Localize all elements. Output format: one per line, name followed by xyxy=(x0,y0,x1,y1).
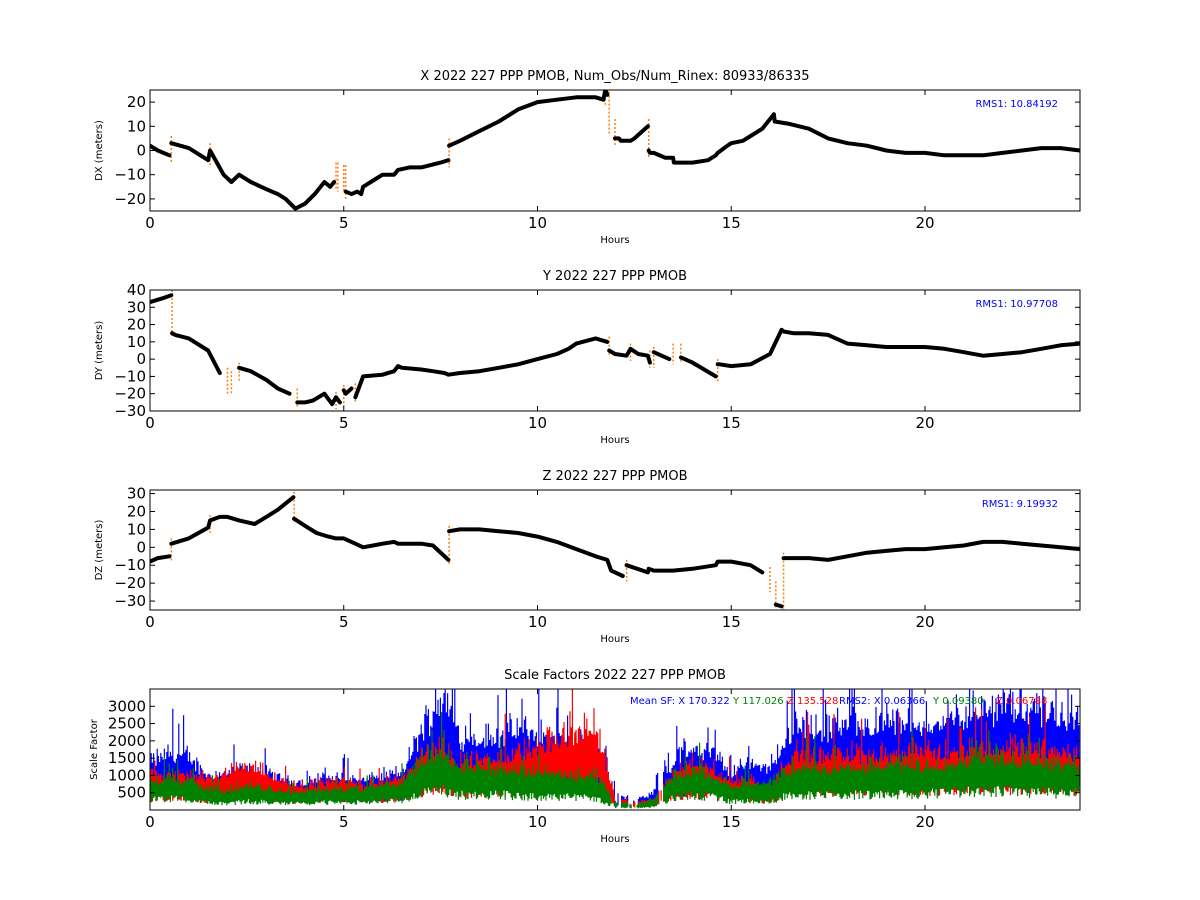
y-tick-label: 3000 xyxy=(108,697,146,715)
x-tick-label: 0 xyxy=(145,813,155,831)
x-tick-label: 20 xyxy=(915,613,934,631)
y-tick-label: 30 xyxy=(127,298,146,316)
y-tick-label: −30 xyxy=(114,592,146,610)
y-tick-label: 500 xyxy=(117,784,146,802)
series-y-points xyxy=(150,712,1080,809)
x-tick-label: 10 xyxy=(528,414,547,432)
y-tick-label: −20 xyxy=(114,190,146,208)
subplots: X 2022 227 PPP PMOB, Num_Obs/Num_Rinex: … xyxy=(89,69,1081,845)
series-y-strokes xyxy=(150,712,1080,809)
x-tick-label: 10 xyxy=(528,613,547,631)
y-tick-label: −10 xyxy=(114,166,146,184)
y-axis-label: Scale Factor xyxy=(89,718,100,780)
y-tick-label: 1000 xyxy=(108,766,146,784)
rms-annotation: RMS1: 10.84192 xyxy=(975,99,1058,110)
rms-annotation: RMS1: 10.97708 xyxy=(975,299,1058,310)
rms-annotation: RMS1: 9.19932 xyxy=(982,499,1058,510)
x-axis-label: Hours xyxy=(600,435,629,446)
x-tick-label: 20 xyxy=(915,414,934,432)
rms2-z-label: Z 0.06788 xyxy=(996,696,1047,707)
data-layer xyxy=(150,689,1080,809)
rms2-y-label: Y 0.09380 xyxy=(932,696,984,707)
y-tick-label: −10 xyxy=(114,367,146,385)
x-tick-label: 20 xyxy=(915,813,934,831)
rms2-x-label: RMS2: X 0.06366 xyxy=(839,696,925,707)
axes-frame xyxy=(149,489,1081,611)
y-axis-label: DZ (meters) xyxy=(94,519,105,580)
y-tick-label: 20 xyxy=(127,316,146,334)
x-axis-label: Hours xyxy=(600,834,629,845)
y-axis-label: DX (meters) xyxy=(94,120,105,181)
axes-frame xyxy=(149,289,1081,412)
subplot-1: X 2022 227 PPP PMOB, Num_Obs/Num_Rinex: … xyxy=(94,69,1081,246)
y-tick-label: 10 xyxy=(127,520,146,538)
y-tick-label: 40 xyxy=(127,281,146,299)
subplot-4: Scale Factors 2022 227 PPP PMOB Hours Scal… xyxy=(89,668,1081,845)
y-tick-label: −10 xyxy=(114,556,146,574)
y-tick-label: 2500 xyxy=(108,715,146,733)
x-tick-label: 5 xyxy=(339,414,349,432)
x-axis-label: Hours xyxy=(600,634,629,645)
y-tick-label: 20 xyxy=(127,502,146,520)
x-tick-label: 15 xyxy=(722,613,741,631)
mean-sf-z-label: Z 135.528 xyxy=(787,696,838,707)
x-tick-label: 5 xyxy=(339,813,349,831)
y-tick-label: 10 xyxy=(127,333,146,351)
y-tick-label: −20 xyxy=(114,385,146,403)
y-tick-label: 1500 xyxy=(108,749,146,767)
series-line xyxy=(150,90,1080,211)
series-line xyxy=(150,495,1080,609)
x-tick-label: 5 xyxy=(339,613,349,631)
x-tick-label: 5 xyxy=(339,214,349,232)
y-axis-label: DY (meters) xyxy=(94,321,105,381)
data-layer xyxy=(150,90,1080,211)
plot-title: Y 2022 227 PPP PMOB xyxy=(542,269,687,284)
x-tick-label: 15 xyxy=(722,214,741,232)
series-line xyxy=(150,293,1080,407)
mean-sf-x-label: Mean SF: X 170.322 xyxy=(630,696,730,707)
y-tick-label: 30 xyxy=(127,485,146,503)
axes-frame xyxy=(149,688,1081,811)
y-tick-label: 2000 xyxy=(108,732,146,750)
plot-title: Scale Factors 2022 227 PPP PMOB xyxy=(504,668,726,683)
subplot-3: Z 2022 227 PPP PMOB Hours DZ (meters) 0 5 10 1… xyxy=(94,469,1081,645)
y-tick-label: −30 xyxy=(114,402,146,420)
y-tick-label: 10 xyxy=(127,117,146,135)
data-layer xyxy=(150,290,1080,410)
x-tick-label: 0 xyxy=(145,414,155,432)
subplot-2: Y 2022 227 PPP PMOB Hours DY (meters) 0 5 10 1… xyxy=(94,269,1081,446)
y-tick-label: 0 xyxy=(136,142,146,160)
x-tick-label: 0 xyxy=(145,613,155,631)
y-tick-label: 0 xyxy=(136,538,146,556)
plot-title: Z 2022 227 PPP PMOB xyxy=(542,469,687,484)
x-tick-label: 10 xyxy=(528,214,547,232)
y-tick-label: 20 xyxy=(127,93,146,111)
plot-title: X 2022 227 PPP PMOB, Num_Obs/Num_Rinex: … xyxy=(420,69,809,84)
x-tick-label: 15 xyxy=(722,813,741,831)
x-axis-label: Hours xyxy=(600,235,629,246)
y-tick-label: 0 xyxy=(136,350,146,368)
x-tick-label: 15 xyxy=(722,414,741,432)
x-tick-label: 20 xyxy=(915,214,934,232)
x-tick-label: 0 xyxy=(145,214,155,232)
y-tick-label: −20 xyxy=(114,574,146,592)
x-tick-label: 10 xyxy=(528,813,547,831)
mean-sf-y-label: Y 117.026 xyxy=(732,696,784,707)
data-layer xyxy=(150,491,1080,610)
